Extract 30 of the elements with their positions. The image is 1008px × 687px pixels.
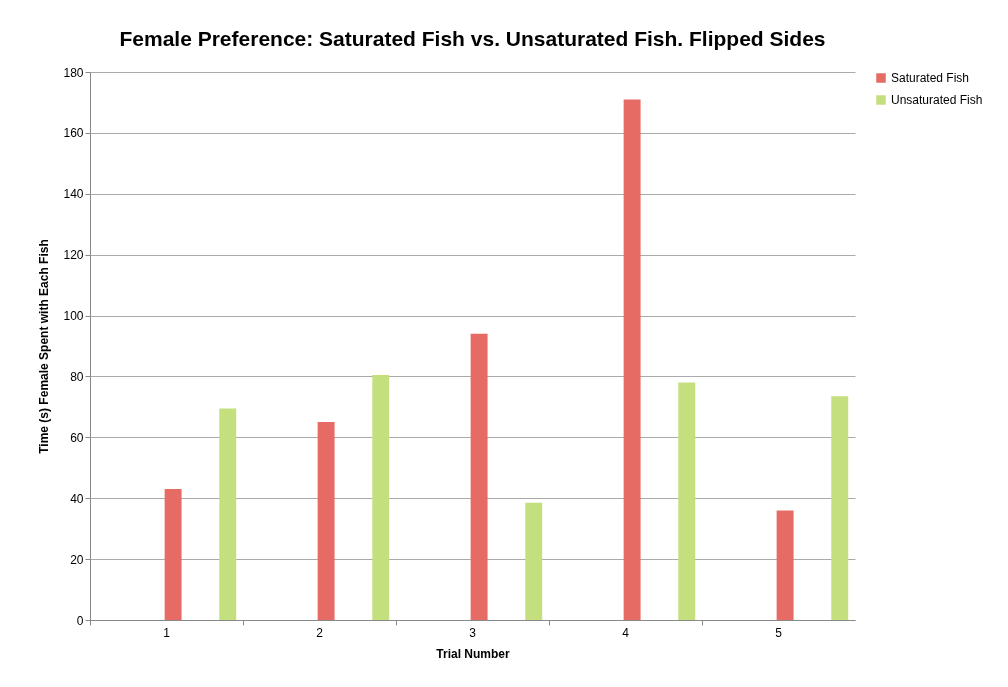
y-tick-label: 0 — [76, 613, 84, 628]
bar — [623, 99, 641, 620]
bar — [219, 408, 237, 620]
x-tick-label: 5 — [775, 625, 783, 640]
x-tick-label: 4 — [622, 625, 630, 640]
y-axis-title: Time (s) Female Spent with Each Fish — [37, 239, 52, 454]
bar — [317, 422, 335, 620]
y-tick-label: 120 — [63, 248, 84, 263]
legend-label: Saturated Fish — [891, 71, 970, 85]
x-axis-title: Trial Number — [436, 646, 510, 661]
y-tick-label: 80 — [70, 369, 84, 384]
x-tick-label: 3 — [469, 625, 477, 640]
y-tick-label: 40 — [70, 491, 84, 506]
bar — [372, 374, 390, 620]
legend-label: Unsaturated Fish — [891, 93, 983, 107]
bar — [776, 510, 794, 620]
y-tick-label: 60 — [70, 430, 84, 445]
y-tick-label: 140 — [63, 187, 84, 202]
bar — [525, 502, 543, 620]
x-tick-label: 2 — [316, 625, 324, 640]
y-tick-label: 20 — [70, 552, 84, 567]
y-tick-label: 160 — [63, 126, 84, 141]
bar — [831, 396, 849, 620]
y-tick-label: 100 — [63, 309, 84, 324]
x-tick-label: 1 — [163, 625, 171, 640]
y-tick-label: 180 — [63, 65, 84, 80]
bar — [470, 333, 488, 620]
chart-title: Female Preference: Saturated Fish vs. Unsaturated Fish. Flipped Sides — [119, 27, 826, 50]
bar — [164, 489, 182, 620]
bar — [678, 382, 696, 620]
